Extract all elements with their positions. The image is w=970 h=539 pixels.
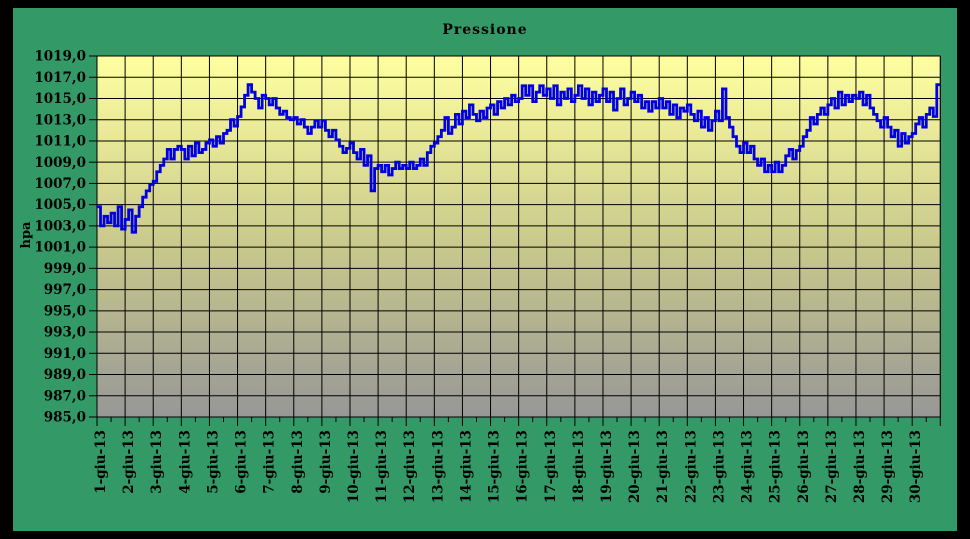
y-tick-label: 987,0 [44, 388, 86, 404]
x-tick-label: 17-giu-13 [543, 430, 559, 503]
x-tick-label: 22-giu-13 [683, 430, 699, 503]
y-tick-label: 995,0 [44, 303, 86, 319]
x-tick-label: 28-giu-13 [852, 430, 868, 503]
y-tick-label: 1007,0 [34, 176, 86, 192]
y-tick-label: 1001,0 [34, 240, 86, 256]
y-tick-label: 999,0 [44, 261, 86, 277]
y-tick-label: 1013,0 [34, 112, 86, 128]
x-tick-label: 4-giu-13 [177, 430, 193, 494]
x-tick-label: 19-giu-13 [599, 430, 615, 503]
x-tick-label: 18-giu-13 [571, 430, 587, 503]
y-tick-label: 1009,0 [34, 155, 86, 171]
x-tick-label: 15-giu-13 [487, 430, 503, 503]
y-tick-label: 1005,0 [34, 197, 86, 213]
x-tick-label: 16-giu-13 [515, 430, 531, 503]
x-tick-label: 3-giu-13 [149, 430, 165, 494]
chart-title: Pressione [442, 22, 528, 38]
x-tick-label: 6-giu-13 [234, 430, 250, 494]
y-tick-label: 991,0 [44, 346, 86, 362]
x-tick-label: 14-giu-13 [458, 430, 474, 503]
x-tick-label: 7-giu-13 [262, 430, 278, 494]
x-tick-label: 30-giu-13 [908, 430, 924, 503]
y-tick-label: 1011,0 [34, 134, 86, 150]
x-tick-label: 1-giu-13 [93, 430, 109, 494]
y-tick-label: 1017,0 [34, 70, 86, 86]
x-tick-label: 2-giu-13 [121, 430, 137, 494]
y-tick-label: 1019,0 [34, 49, 86, 65]
x-tick-label: 11-giu-13 [374, 430, 390, 503]
x-tick-label: 13-giu-13 [430, 430, 446, 503]
x-tick-label: 27-giu-13 [824, 430, 840, 503]
y-tick-label: 997,0 [44, 282, 86, 298]
x-tick-label: 23-giu-13 [711, 430, 727, 503]
pressure-line [97, 83, 941, 234]
x-tick-label: 29-giu-13 [880, 430, 896, 503]
x-tick-label: 8-giu-13 [290, 430, 306, 494]
x-tick-label: 5-giu-13 [205, 430, 221, 494]
x-tick-label: 24-giu-13 [740, 430, 756, 503]
y-tick-label: 989,0 [44, 367, 86, 383]
x-tick-label: 12-giu-13 [402, 430, 418, 503]
y-tick-label: 1015,0 [34, 91, 86, 107]
y-tick-label: 1003,0 [34, 218, 86, 234]
x-tick-label: 10-giu-13 [346, 430, 362, 503]
x-tick-label: 9-giu-13 [318, 430, 334, 494]
y-tick-label: 993,0 [44, 325, 86, 341]
x-tick-label: 25-giu-13 [768, 430, 784, 503]
x-tick-label: 20-giu-13 [627, 430, 643, 503]
y-tick-label: 985,0 [44, 410, 86, 426]
x-tick-label: 26-giu-13 [796, 430, 812, 503]
x-tick-label: 21-giu-13 [655, 430, 671, 503]
